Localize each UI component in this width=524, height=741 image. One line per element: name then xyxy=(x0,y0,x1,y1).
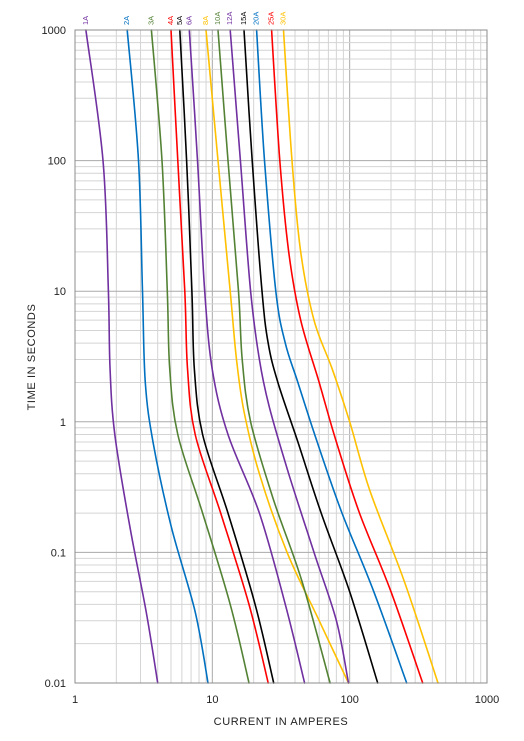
series-line-5a xyxy=(179,29,275,684)
series-line-3a xyxy=(150,29,250,684)
series-line-30a xyxy=(282,29,439,684)
y-tick-label: 0.01 xyxy=(45,678,66,690)
series-line-6a xyxy=(188,29,306,684)
y-axis-title: TIME IN SECONDS xyxy=(26,304,38,411)
y-tick-labels: 1000 100 10 1 0.1 0.01 xyxy=(42,25,66,690)
x-tick-labels: 1 10 100 1000 xyxy=(72,694,499,706)
series-line-2a xyxy=(126,29,209,684)
series-line-4a xyxy=(170,29,269,684)
series-line-1a xyxy=(85,29,159,684)
series-label-20a: 20A xyxy=(252,12,261,25)
series-label-6a: 6A xyxy=(184,16,193,25)
plot-border xyxy=(74,29,488,684)
series-line-12a xyxy=(229,29,350,684)
series-line-10a xyxy=(217,29,331,684)
fuse-rating-labels: 1A 2A 3A 4A 5A 6A 8A 10A 12A 15A 20A 25A 30A xyxy=(81,12,288,25)
series-label-3a: 3A xyxy=(146,16,155,25)
x-tick-label: 1000 xyxy=(475,694,499,706)
series-label-4a: 4A xyxy=(166,16,175,25)
series-label-8a: 8A xyxy=(201,16,210,25)
y-tick-label: 1 xyxy=(60,417,66,429)
y-tick-label: 0.1 xyxy=(51,547,66,559)
y-tick-label: 100 xyxy=(48,156,66,168)
x-axis-title: CURRENT IN AMPERES xyxy=(214,716,349,728)
x-tick-label: 100 xyxy=(340,694,358,706)
series-curves xyxy=(85,29,439,684)
series-label-2a: 2A xyxy=(122,16,131,25)
series-label-30a: 30A xyxy=(279,12,288,25)
series-label-1a: 1A xyxy=(81,16,90,25)
series-label-5a: 5A xyxy=(175,16,184,25)
y-tick-label: 1000 xyxy=(42,25,66,37)
series-label-12a: 12A xyxy=(225,12,234,25)
x-tick-label: 10 xyxy=(206,694,218,706)
x-tick-label: 1 xyxy=(72,694,78,706)
y-tick-label: 10 xyxy=(54,286,66,298)
series-line-25a xyxy=(270,29,424,684)
series-line-15a xyxy=(243,29,379,684)
series-line-20a xyxy=(255,29,408,684)
series-label-25a: 25A xyxy=(267,12,276,25)
series-label-15a: 15A xyxy=(239,12,248,25)
series-label-10a: 10A xyxy=(213,12,222,25)
grid-lines xyxy=(74,30,487,684)
